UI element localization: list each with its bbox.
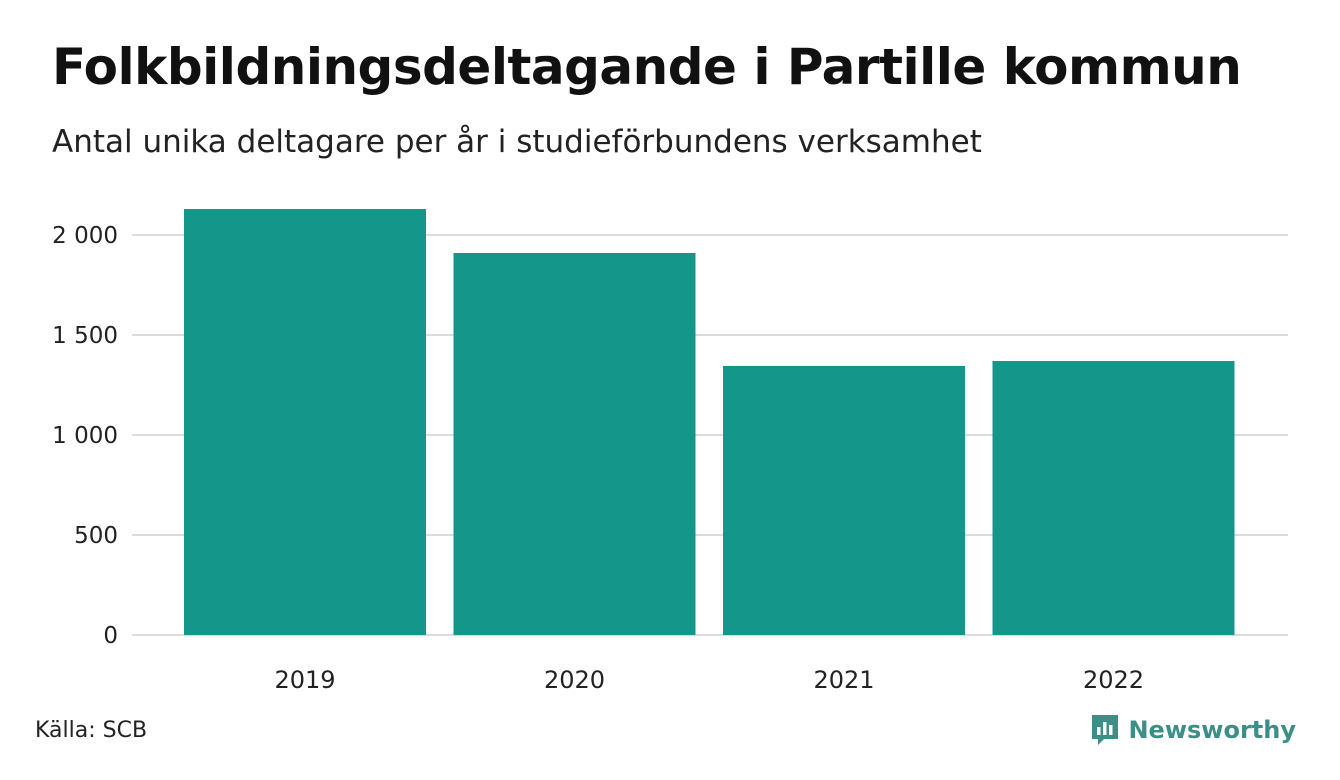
brand-name: Newsworthy <box>1128 716 1296 744</box>
chart-speech-bubble-icon <box>1092 715 1119 745</box>
y-tick-label: 1 000 <box>52 423 118 449</box>
y-tick-label: 500 <box>74 523 118 549</box>
x-tick-label: 2022 <box>1083 666 1144 694</box>
x-tick-label: 2019 <box>274 666 335 694</box>
bar-2021 <box>723 366 965 635</box>
chart-title: Folkbildningsdeltagande i Partille kommu… <box>52 38 1242 96</box>
bar-2019 <box>184 209 426 635</box>
brand-logo: Newsworthy <box>1090 713 1296 747</box>
bar-2022 <box>992 361 1235 635</box>
y-tick-label: 1 500 <box>52 323 118 349</box>
chart-subtitle: Antal unika deltagare per år i studieför… <box>52 124 982 160</box>
y-tick-label: 2 000 <box>52 223 118 249</box>
x-tick-label: 2021 <box>813 666 874 694</box>
bar-2020 <box>453 253 696 635</box>
x-tick-label: 2020 <box>544 666 605 694</box>
source-note: Källa: SCB <box>35 718 148 743</box>
y-tick-label: 0 <box>103 623 118 649</box>
